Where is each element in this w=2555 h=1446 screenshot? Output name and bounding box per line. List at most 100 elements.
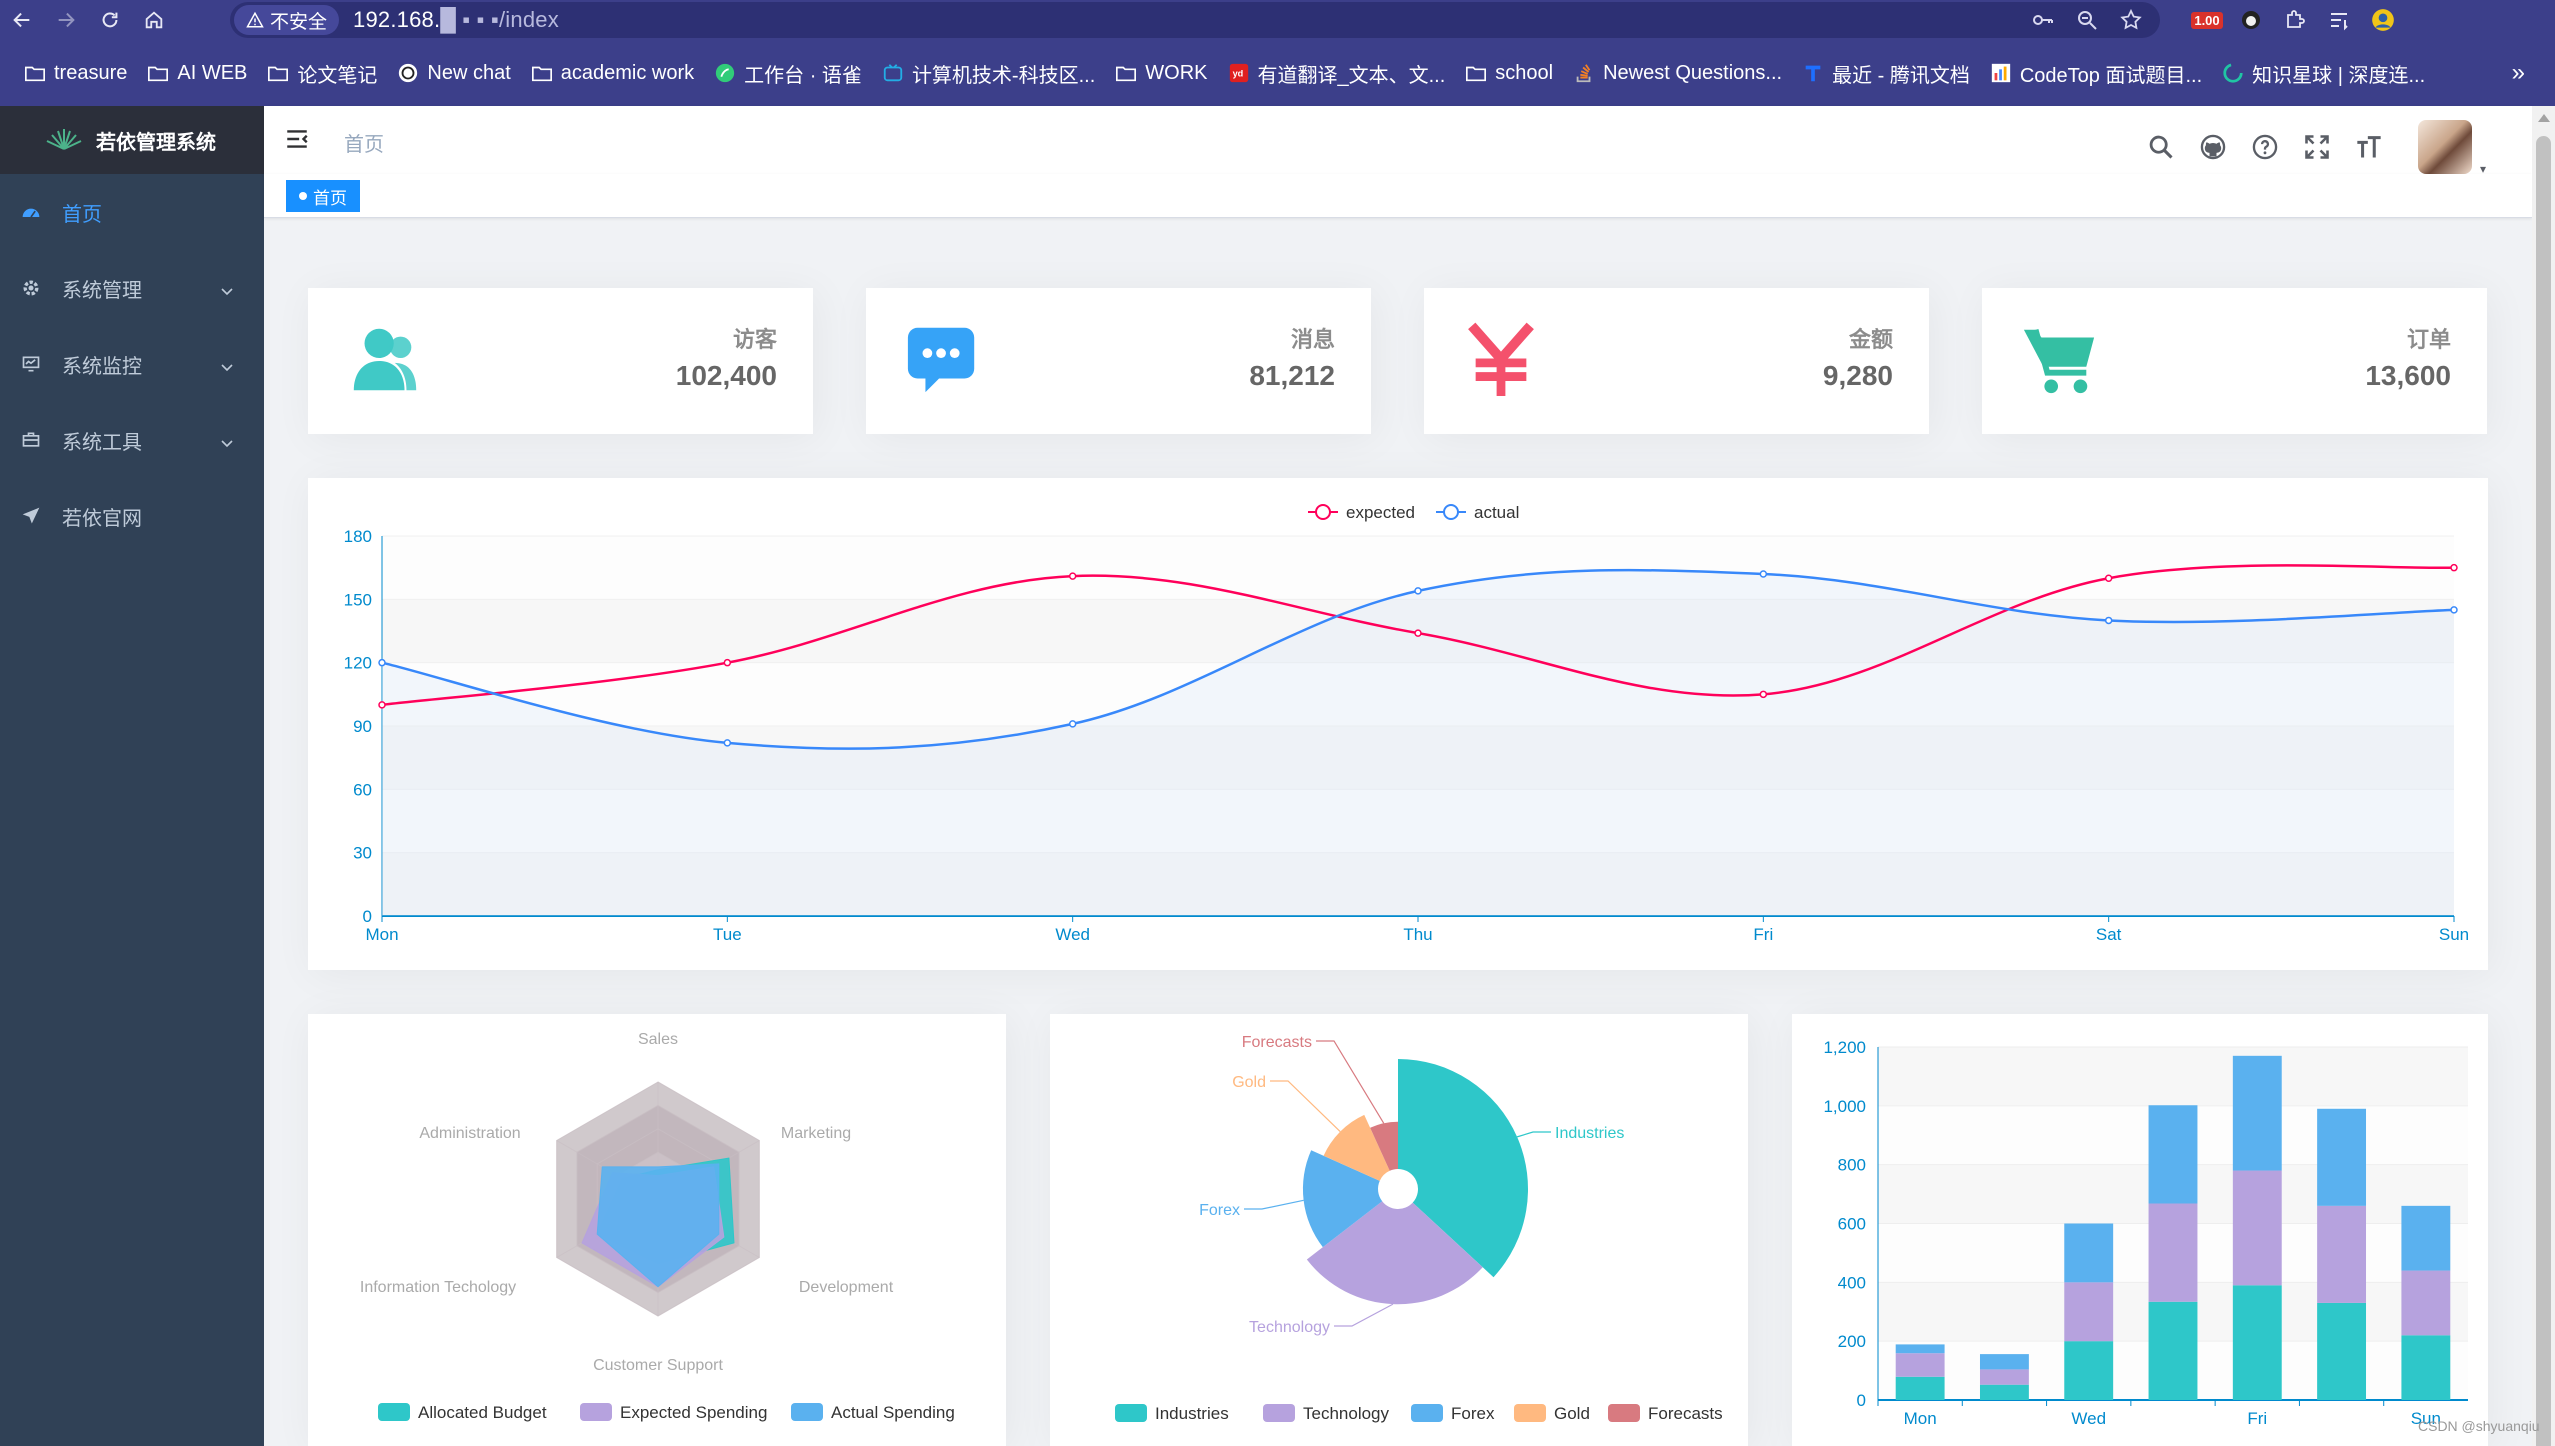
bookmark-item[interactable]: 论文笔记	[257, 53, 387, 93]
pie-slice-forex	[1302, 1150, 1383, 1248]
help-icon[interactable]	[2250, 132, 2280, 162]
pie-label: Forecasts	[1242, 1034, 1312, 1051]
bookmark-item[interactable]: Newest Questions...	[1563, 53, 1792, 93]
x-tick-label: Tue	[713, 925, 742, 944]
security-label: 不安全	[270, 11, 328, 33]
data-point-actual	[723, 739, 732, 747]
zoom-icon[interactable]	[2072, 6, 2102, 34]
user-menu[interactable]: ▾	[2406, 120, 2486, 176]
extension-avatar-icon[interactable]	[2234, 4, 2268, 36]
radar-chart[interactable]: Sales Administration Information Techology…	[308, 1014, 1006, 1446]
bookmark-item[interactable]: 知识星球 | 深度连...	[2212, 53, 2435, 93]
reading-list-icon[interactable]	[2322, 4, 2356, 36]
ruoyi-logo-icon	[46, 129, 82, 150]
bookmark-item[interactable]: CodeTop 面试题目...	[1980, 53, 2212, 93]
pie-chart[interactable]: Industries Technology Forex Gold Forecasts In…	[1050, 1014, 1748, 1446]
font-size-icon[interactable]	[2354, 132, 2384, 162]
bookmark-label: CodeTop 面试题目...	[2019, 64, 2203, 87]
password-key-icon[interactable]	[2028, 6, 2058, 34]
forward-icon[interactable]	[44, 0, 88, 40]
profile-icon[interactable]	[2366, 4, 2400, 36]
bar-pageB	[1979, 1369, 2029, 1385]
back-icon[interactable]	[0, 0, 44, 40]
y-tick-label: 120	[344, 654, 372, 673]
bar-pageC	[2064, 1223, 2114, 1283]
bookmark-label: AI WEB	[177, 61, 248, 84]
sidebar-item-monitor[interactable]: 系统监控	[0, 326, 264, 402]
y-tick-label: 0	[1857, 1391, 1866, 1410]
stat-card-visitors[interactable]: 访客 102,400	[308, 288, 813, 434]
stat-label: 消息	[1290, 327, 1335, 352]
search-icon[interactable]	[2146, 132, 2176, 162]
y-tick-label: 600	[1838, 1215, 1866, 1234]
scrollbar-thumb[interactable]	[2536, 136, 2551, 1446]
sidebar-item-system[interactable]: 系统管理	[0, 250, 264, 326]
stat-card-messages[interactable]: 消息 81,212	[866, 288, 1371, 434]
bookmark-star-icon[interactable]	[2116, 6, 2146, 34]
breadcrumb: 首页	[344, 134, 384, 156]
address-bar[interactable]: 不安全 192.168.█ ▪ ▪ ▪/index	[230, 2, 2160, 38]
bookmark-item[interactable]: academic work	[521, 53, 704, 93]
fullscreen-icon[interactable]	[2302, 132, 2332, 162]
legend-marker-actual	[1443, 504, 1459, 520]
extensions-puzzle-icon[interactable]	[2278, 4, 2312, 36]
sidebar-item-home[interactable]: 首页	[0, 174, 264, 250]
security-indicator[interactable]: 不安全	[234, 5, 340, 35]
bar-chart[interactable]: 0 200 400 600 800 1,000 1,200 Mon Wed Fri Sun	[1792, 1014, 2488, 1446]
avatar[interactable]	[2418, 120, 2472, 174]
bookmark-item[interactable]: 计算机技术-科技区...	[872, 53, 1105, 93]
bookmark-item[interactable]: 工作台 · 语雀	[704, 53, 872, 93]
bookmark-item[interactable]: New chat	[387, 53, 520, 93]
y-tick-label: 1,200	[1823, 1038, 1866, 1057]
bookmark-item[interactable]: school	[1455, 53, 1563, 93]
y-tick-label: 180	[344, 527, 372, 546]
sidebar-item-tools[interactable]: 系统工具	[0, 402, 264, 478]
label-line	[1316, 1040, 1385, 1124]
x-tick-label: Wed	[1055, 925, 1090, 944]
bar-pageC	[2401, 1205, 2451, 1271]
split-area	[382, 852, 2454, 916]
stat-card-orders[interactable]: 订单 13,600	[1982, 288, 2487, 434]
shopping-cart-icon	[2023, 328, 2095, 394]
bookmark-item[interactable]: WORK	[1105, 53, 1217, 93]
home-icon[interactable]	[132, 0, 176, 40]
stat-card-amount[interactable]: 金额 9,280	[1424, 288, 1929, 434]
reload-icon[interactable]	[88, 0, 132, 40]
message-icon	[907, 327, 975, 393]
scroll-up-icon[interactable]	[2538, 114, 2550, 122]
sidebar-item-label: 系统工具	[62, 431, 142, 454]
bookmark-item[interactable]: 最近 - 腾讯文档	[1792, 53, 1980, 93]
sidebar-item-website[interactable]: 若依官网	[0, 478, 264, 554]
line-chart[interactable]: 0 30 60 90 120 150 180 Mon Tue Wed Thu Fri Sat Sun exp…	[308, 478, 2488, 970]
hamburger-icon[interactable]	[284, 126, 312, 154]
monitor-icon	[20, 353, 42, 375]
chevron-down-icon	[220, 433, 234, 448]
legend-label: Actual Spending	[831, 1403, 955, 1422]
money-icon	[1468, 322, 1534, 397]
github-icon[interactable]	[2198, 132, 2228, 162]
y-tick-label: 400	[1838, 1273, 1866, 1292]
bookmarks-more-icon[interactable]: »	[2511, 59, 2525, 86]
bar-pageC	[2148, 1105, 2198, 1204]
extension-badge-icon[interactable]: 1.00	[2190, 4, 2224, 36]
x-tick-label: Sun	[2411, 1409, 2441, 1428]
chevron-down-icon	[220, 357, 234, 372]
bookmark-item[interactable]: treasure	[14, 53, 137, 93]
guide-icon	[20, 505, 42, 527]
scrollbar[interactable]	[2532, 106, 2555, 1446]
app-logo[interactable]: 若依管理系统	[0, 106, 264, 174]
legend-swatch	[580, 1403, 612, 1421]
bar-pageC	[1979, 1354, 2029, 1370]
stat-value: 9,280	[1822, 360, 1893, 391]
bookmark-item[interactable]: AI WEB	[137, 53, 257, 93]
x-tick-label: Fri	[1753, 925, 1773, 944]
tag-home[interactable]: 首页	[286, 180, 360, 212]
bar-pageA	[1895, 1376, 1945, 1400]
stat-label: 金额	[1848, 327, 1893, 352]
bookmark-item[interactable]: yd 有道翻译_文本、文...	[1218, 53, 1456, 93]
sidebar-item-label: 系统监控	[62, 355, 142, 378]
pie-label: Technology	[1249, 1319, 1330, 1336]
x-tick-label: Mon	[365, 925, 398, 944]
y-tick-label: 90	[353, 717, 372, 736]
bar-pageB	[2401, 1270, 2451, 1336]
